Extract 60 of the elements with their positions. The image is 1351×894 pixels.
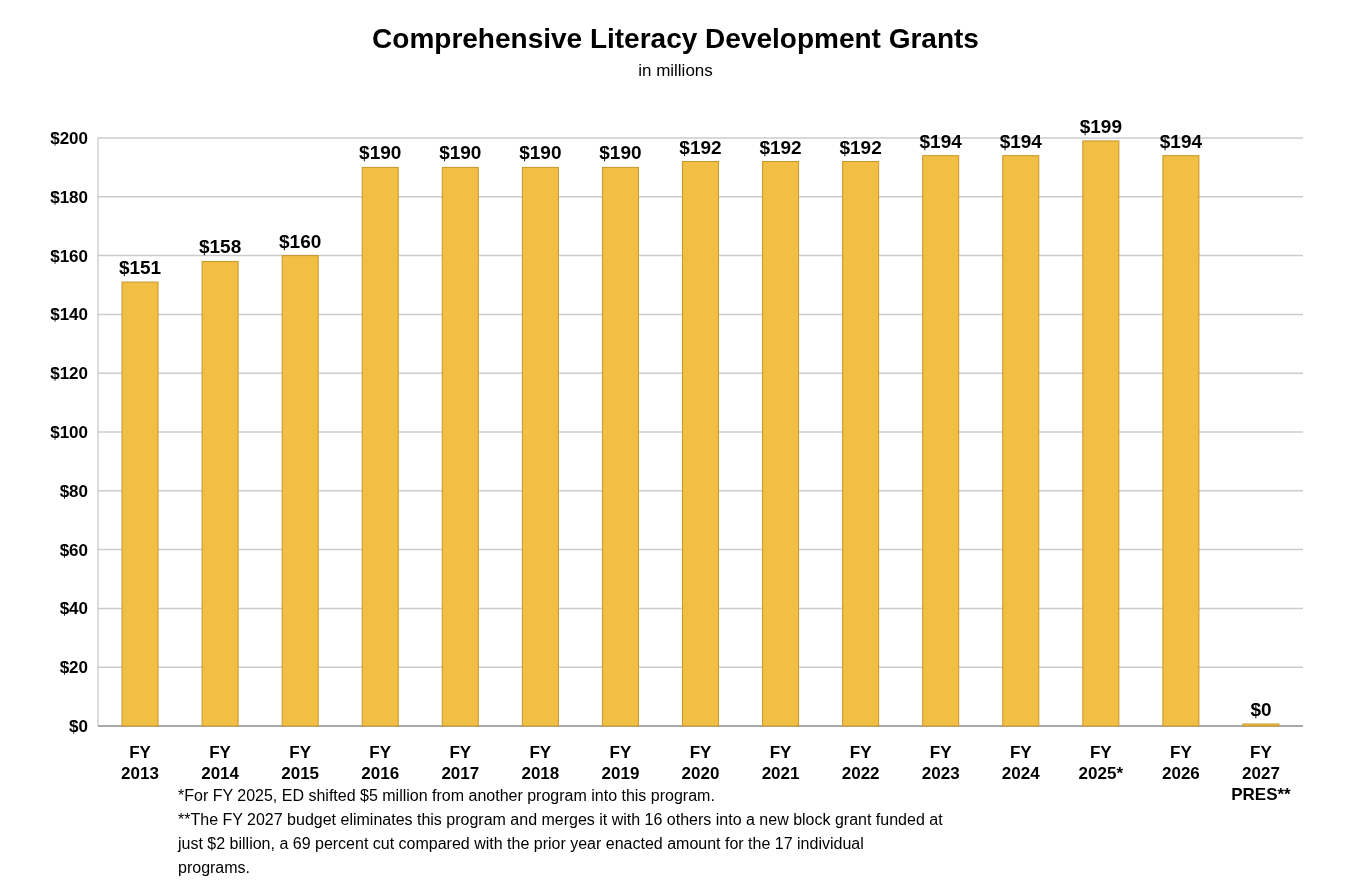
data-label: $160: [279, 230, 322, 252]
y-tick-label: $200: [50, 128, 88, 148]
text: *For FY 2025, ED shifted $5 million from another program into this program.: [178, 787, 715, 804]
bar: [762, 161, 800, 727]
data-label: $190: [599, 142, 642, 164]
y-tick-label: $180: [50, 187, 88, 207]
bar: [521, 166, 559, 727]
data-label: $158: [198, 236, 242, 258]
data-label: $192: [759, 136, 802, 158]
y-tick-label: $20: [59, 658, 88, 678]
bar: [121, 281, 159, 727]
data-label: $190: [519, 142, 562, 164]
y-tick-label: $100: [50, 422, 88, 442]
y-tick-label: $160: [50, 246, 88, 266]
data-label: $192: [679, 136, 722, 158]
bar: [201, 260, 239, 727]
x-tick-label: FY 2013: [121, 743, 159, 783]
data-label: $192: [839, 136, 882, 158]
data-label: $194: [919, 130, 963, 152]
x-tick-label: FY 2021: [761, 743, 800, 783]
x-tick-label: FY 2022: [841, 743, 880, 783]
bar: [681, 161, 720, 727]
text: **The FY 2027 budget eliminates this program and merges it with 16 others into a new block grant funded at just $2 billion, a 69 percent cut compared with the prior year enacted amount for the 17 individual programs.: [177, 811, 944, 876]
x-tick-label: FY 2015: [281, 743, 320, 783]
data-label: $194: [999, 130, 1043, 152]
bar: [601, 166, 639, 727]
bar: [1082, 140, 1120, 727]
bar: [922, 155, 960, 727]
data-label: $199: [1079, 115, 1122, 137]
y-tick-label: $60: [59, 540, 88, 560]
bar: [361, 166, 399, 727]
data-label: $151: [118, 257, 162, 279]
bar: [441, 166, 479, 727]
bar: [1242, 723, 1280, 727]
bar: [842, 161, 880, 727]
data-label: $194: [1159, 130, 1203, 152]
y-tick-label: $140: [50, 305, 88, 325]
x-tick-label: FY 2020: [681, 743, 720, 783]
data-label: $190: [359, 142, 402, 164]
y-tick-label: $120: [50, 364, 88, 384]
x-tick-label: FY 2018: [521, 743, 560, 783]
chart-title: Comprehensive Literacy Development Grants: [372, 23, 979, 54]
y-tick-label: $0: [69, 716, 88, 736]
x-tick-label: FY 2016: [361, 743, 400, 783]
x-tick-label: FY 2014: [201, 743, 240, 783]
x-tick-label: FY 2024: [1001, 743, 1041, 783]
bar: [281, 255, 319, 727]
x-tick-label: FY 2019: [601, 743, 640, 783]
bar: [1002, 155, 1040, 727]
y-tick-label: $40: [59, 599, 88, 619]
x-tick-label: FY 2027 PRES**: [1231, 743, 1292, 804]
x-tick-label: FY 2023: [921, 743, 960, 783]
data-label: $190: [439, 142, 482, 164]
x-tick-label: FY 2025*: [1078, 743, 1124, 783]
chart-subtitle: in millions: [638, 61, 713, 80]
x-tick-label: FY 2017: [441, 743, 480, 783]
x-tick-label: FY 2026: [1161, 743, 1200, 783]
y-tick-label: $80: [59, 481, 88, 501]
bar: [1162, 155, 1200, 727]
data-label: $0: [1250, 699, 1272, 720]
